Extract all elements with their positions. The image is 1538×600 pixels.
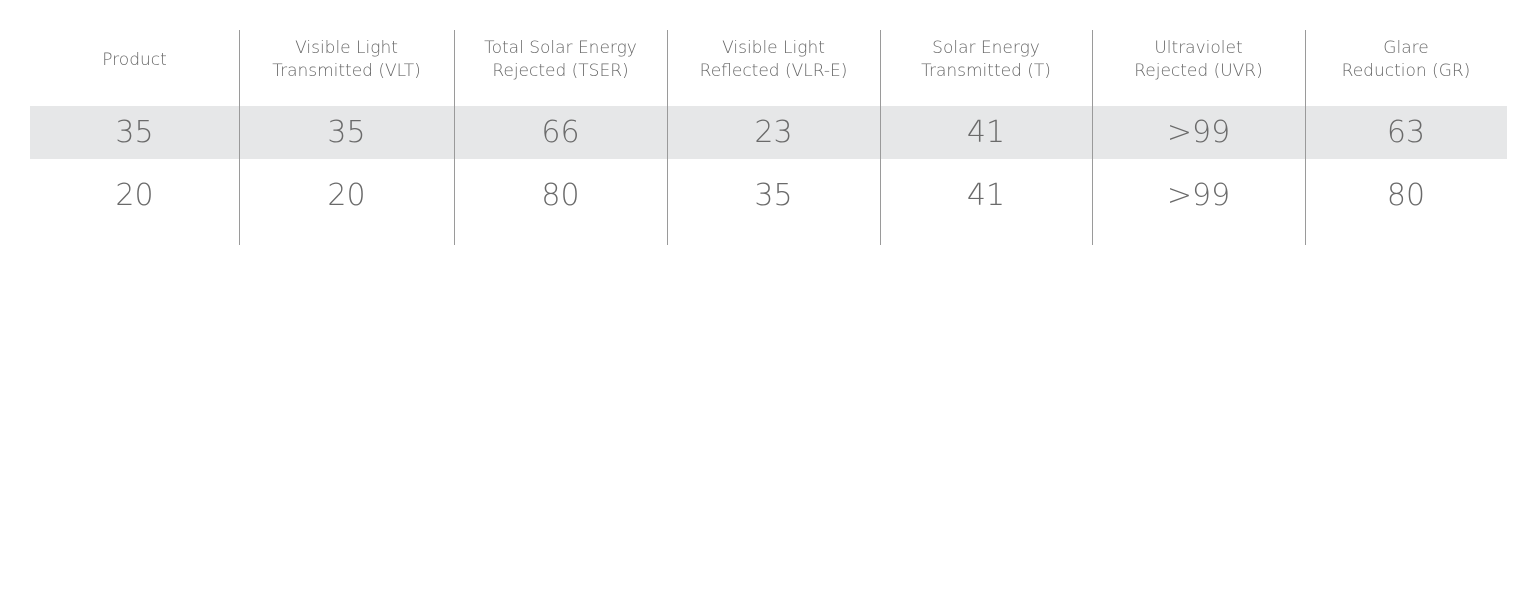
row-highlight	[30, 106, 1507, 159]
header-text: Product	[102, 49, 167, 70]
data-cell: 41	[966, 115, 1006, 150]
data-cell: 35	[115, 115, 154, 150]
data-cell: >99	[1166, 115, 1231, 150]
data-cell: 80	[541, 178, 580, 213]
data-cell: 20	[327, 178, 366, 213]
header-text: Ultraviolet	[1154, 38, 1243, 58]
column-divider	[667, 30, 668, 245]
column-divider	[239, 30, 240, 245]
data-cell: 80	[1386, 178, 1426, 213]
header-cell: Product	[30, 30, 239, 90]
data-cell: 35	[754, 178, 793, 213]
data-cell: >99	[1166, 178, 1231, 213]
header-text: Reflected (VLR-E)	[699, 61, 848, 81]
data-cell: 66	[541, 115, 580, 150]
spec-table: Product Visible Light Transmitted (VLT) Tot…	[30, 30, 1507, 245]
header-cell: Solar Energy Transmitted (T)	[880, 30, 1092, 90]
data-cell: 35	[327, 115, 366, 150]
header-text: Total Solar Energy	[484, 38, 637, 58]
header-text: Transmitted (T)	[921, 61, 1051, 81]
column-divider	[454, 30, 455, 245]
header-text: Transmitted (VLT)	[272, 61, 421, 81]
data-cell: 23	[754, 115, 793, 150]
column-divider	[1305, 30, 1306, 245]
header-text: Rejected (TSER)	[492, 61, 629, 81]
header-cell: Total Solar Energy Rejected (TSER)	[454, 30, 667, 90]
header-text: Reduction (GR)	[1341, 61, 1471, 81]
header-text: Solar Energy	[932, 38, 1040, 58]
header-text: Visible Light	[722, 38, 825, 58]
header-text: Rejected (UVR)	[1134, 61, 1263, 81]
data-cell: 41	[966, 178, 1006, 213]
data-cell: 20	[115, 178, 154, 213]
header-text: Visible Light	[295, 38, 398, 58]
header-cell: Glare Reduction (GR)	[1305, 30, 1507, 90]
header-cell: Ultraviolet Rejected (UVR)	[1092, 30, 1305, 90]
column-divider	[880, 30, 881, 245]
header-text: Glare	[1383, 38, 1429, 58]
header-cell: Visible Light Transmitted (VLT)	[239, 30, 454, 90]
column-divider	[1092, 30, 1093, 245]
data-cell: 63	[1386, 115, 1426, 150]
header-cell: Visible Light Reflected (VLR-E)	[667, 30, 880, 90]
